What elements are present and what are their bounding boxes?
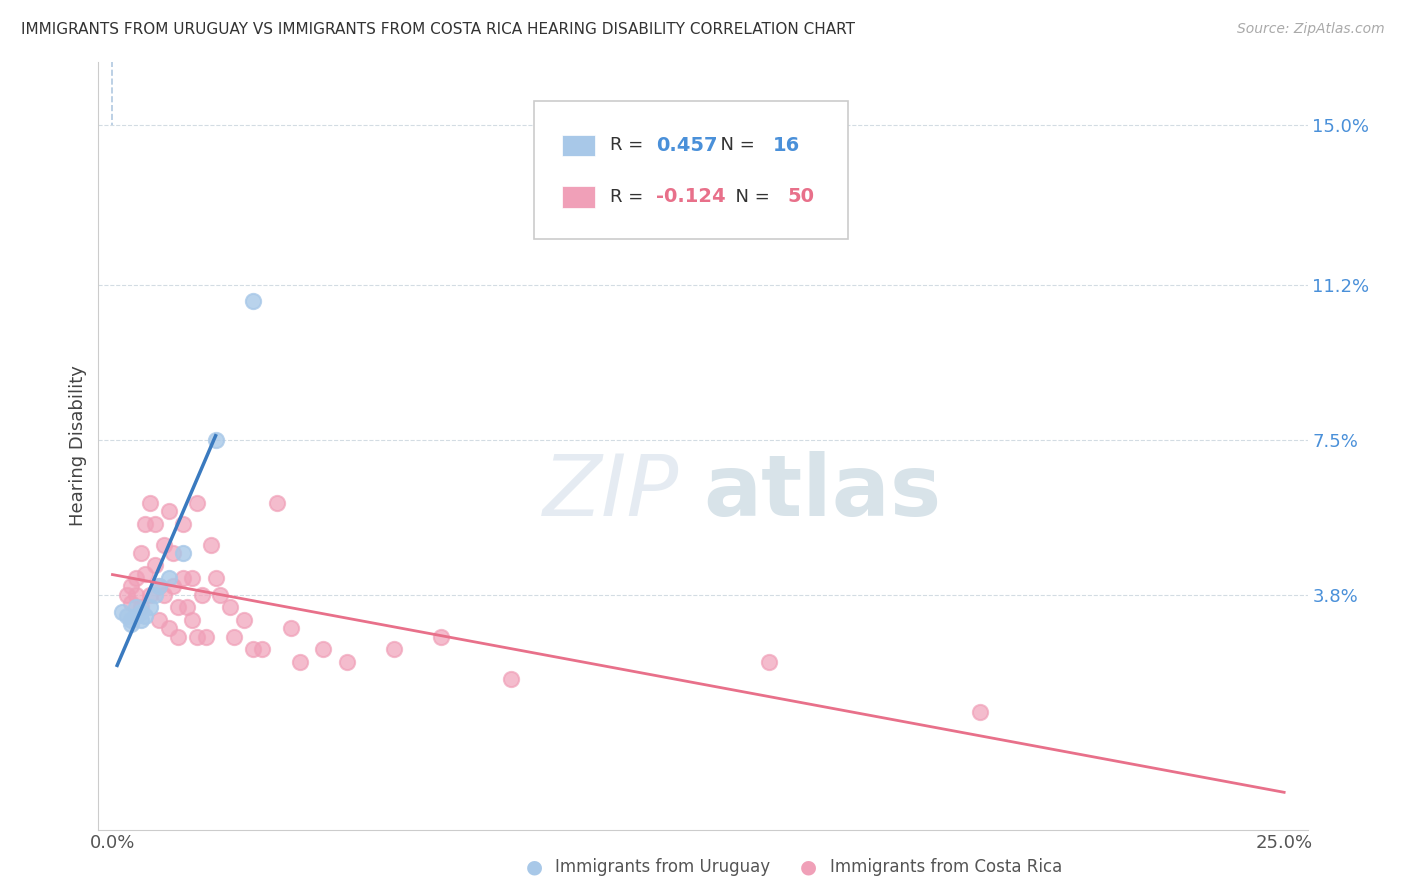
- Point: [195, 630, 218, 644]
- Point: [312, 642, 335, 657]
- Point: [125, 588, 148, 602]
- Point: [125, 608, 148, 623]
- Point: [157, 621, 180, 635]
- Text: ZIP: ZIP: [543, 450, 679, 533]
- Point: [139, 600, 162, 615]
- Point: [758, 655, 780, 669]
- Point: [111, 605, 134, 619]
- Point: [172, 516, 194, 531]
- Point: [224, 630, 246, 644]
- Text: Source: ZipAtlas.com: Source: ZipAtlas.com: [1237, 22, 1385, 37]
- FancyBboxPatch shape: [561, 135, 595, 156]
- Text: Immigrants from Costa Rica: Immigrants from Costa Rica: [830, 858, 1062, 876]
- Point: [181, 613, 204, 627]
- Point: [186, 630, 208, 644]
- Point: [969, 705, 991, 719]
- Point: [129, 546, 152, 560]
- Point: [200, 537, 222, 551]
- Point: [242, 294, 264, 309]
- Point: [190, 588, 212, 602]
- Point: [115, 588, 138, 602]
- Point: [134, 566, 156, 581]
- Point: [157, 504, 180, 518]
- Point: [499, 672, 522, 686]
- Point: [382, 642, 405, 657]
- Text: 16: 16: [773, 136, 800, 155]
- FancyBboxPatch shape: [561, 186, 595, 208]
- Point: [125, 600, 148, 615]
- Point: [129, 613, 152, 627]
- Point: [186, 495, 208, 509]
- Point: [288, 655, 311, 669]
- Point: [167, 600, 190, 615]
- Point: [134, 516, 156, 531]
- Point: [148, 579, 170, 593]
- Text: 0.457: 0.457: [655, 136, 717, 155]
- Point: [181, 571, 204, 585]
- Point: [143, 558, 166, 573]
- Point: [429, 630, 451, 644]
- Point: [336, 655, 359, 669]
- Point: [162, 546, 184, 560]
- Text: IMMIGRANTS FROM URUGUAY VS IMMIGRANTS FROM COSTA RICA HEARING DISABILITY CORRELA: IMMIGRANTS FROM URUGUAY VS IMMIGRANTS FR…: [21, 22, 855, 37]
- Text: -0.124: -0.124: [655, 187, 725, 206]
- Point: [125, 571, 148, 585]
- Point: [153, 537, 176, 551]
- Text: atlas: atlas: [703, 450, 941, 533]
- Point: [120, 613, 142, 627]
- Point: [232, 613, 254, 627]
- Point: [176, 600, 198, 615]
- Point: [120, 617, 142, 632]
- Text: 50: 50: [787, 187, 814, 206]
- Point: [204, 571, 226, 585]
- Point: [157, 571, 180, 585]
- Text: Immigrants from Uruguay: Immigrants from Uruguay: [555, 858, 770, 876]
- Point: [266, 495, 288, 509]
- Point: [143, 516, 166, 531]
- Text: ●: ●: [800, 857, 817, 877]
- Point: [209, 588, 232, 602]
- Point: [115, 608, 138, 623]
- Point: [148, 579, 170, 593]
- Text: R =: R =: [610, 136, 650, 154]
- Point: [162, 579, 184, 593]
- Point: [172, 571, 194, 585]
- Point: [139, 495, 162, 509]
- Text: ●: ●: [526, 857, 543, 877]
- FancyBboxPatch shape: [534, 101, 848, 239]
- Point: [252, 642, 274, 657]
- Text: N =: N =: [709, 136, 761, 154]
- Point: [167, 630, 190, 644]
- Point: [120, 579, 142, 593]
- Point: [129, 605, 152, 619]
- Point: [129, 600, 152, 615]
- Y-axis label: Hearing Disability: Hearing Disability: [69, 366, 87, 526]
- Point: [153, 588, 176, 602]
- Point: [280, 621, 302, 635]
- Point: [218, 600, 240, 615]
- Point: [139, 588, 162, 602]
- Point: [204, 433, 226, 447]
- Point: [172, 546, 194, 560]
- Point: [143, 588, 166, 602]
- Point: [120, 596, 142, 610]
- Point: [134, 608, 156, 623]
- Point: [148, 613, 170, 627]
- Point: [242, 642, 264, 657]
- Text: R =: R =: [610, 188, 650, 206]
- Text: N =: N =: [724, 188, 775, 206]
